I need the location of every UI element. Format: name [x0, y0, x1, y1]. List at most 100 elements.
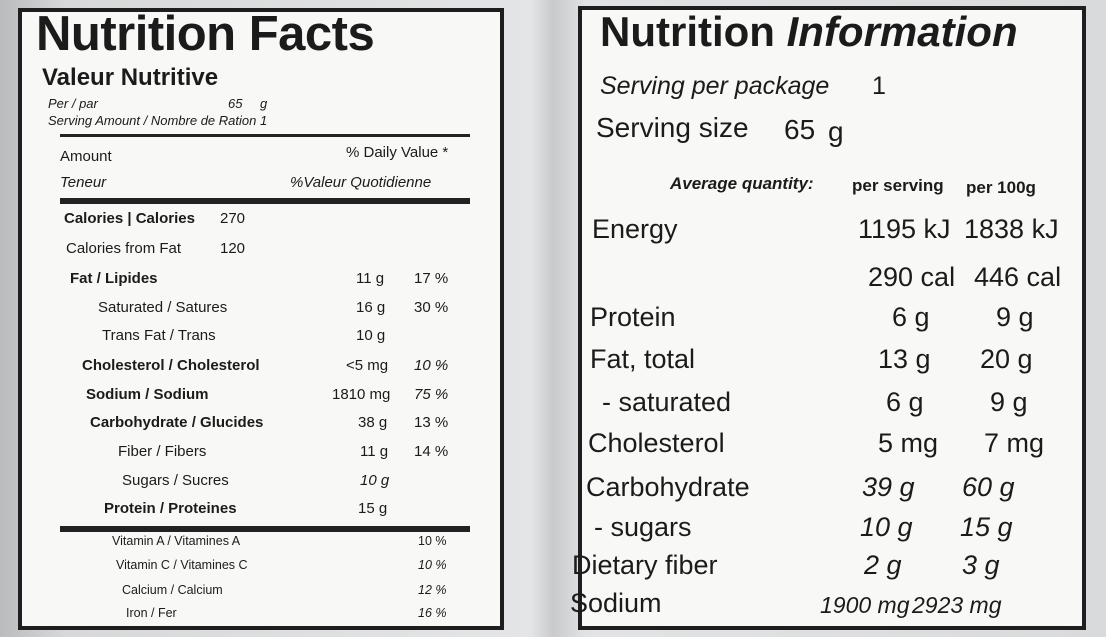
nutrient-label: Protein / Proteines: [104, 500, 237, 517]
nutrient-pct: 14 %: [414, 443, 449, 460]
calories-label: Calories | Calories: [64, 210, 195, 227]
nutrient-row: - saturated 6 g 9 g: [582, 387, 1082, 427]
nutrient-label: Cholesterol: [588, 428, 725, 458]
vitamin-label: Vitamin A / Vitamines A: [112, 534, 241, 548]
nutrient-row: Saturated / Satures 16 g 30 %: [22, 299, 502, 325]
amount-header: Amount: [60, 148, 112, 165]
calories-from-fat-row: Calories from Fat 120: [22, 240, 502, 266]
nutrient-pct: 10 %: [414, 357, 449, 374]
vitamin-pct: 10 %: [418, 558, 447, 572]
nutrient-label: Trans Fat / Trans: [102, 327, 216, 344]
per-serving-value: 39 g: [862, 472, 915, 502]
nutrient-row: - sugars 10 g 15 g: [582, 512, 1082, 552]
per-serving-value: 6 g: [892, 302, 930, 332]
nutrient-label: Cholesterol / Cholesterol: [82, 357, 260, 374]
title-word-nutrition: Nutrition: [600, 8, 775, 55]
serving-line: Serving Amount / Nombre de Ration 1: [48, 113, 268, 128]
per-100g-header: per 100g: [966, 178, 1036, 197]
per-label: Per / par: [48, 96, 98, 111]
nutrient-amount: 10 g: [356, 327, 386, 344]
vitamin-pct: 12 %: [418, 583, 447, 597]
nutrient-amount: 16 g: [356, 299, 386, 316]
thick-divider: [60, 526, 470, 532]
nutrient-amount: 1810 mg: [332, 386, 391, 403]
teneur-header: Teneur: [60, 174, 107, 191]
nutrient-label: - sugars: [594, 512, 692, 542]
calories-row: Calories | Calories 270: [22, 210, 502, 236]
nutrient-label: Protein: [590, 302, 676, 332]
nutrition-information-title: Nutrition Information: [600, 8, 1018, 56]
nutrient-row: Sodium 1900 mg 2923 mg: [570, 588, 1082, 628]
nutrient-row: Trans Fat / Trans 10 g: [22, 327, 502, 353]
calories-value: 270: [220, 210, 246, 227]
nutrient-pct: 13 %: [414, 414, 449, 431]
nutrient-amount: 38 g: [358, 414, 388, 431]
per-100g-value: 9 g: [990, 387, 1028, 417]
nutrient-row: Cholesterol 5 mg 7 mg: [582, 428, 1082, 468]
vitamin-row: Calcium / Calcium 12 %: [22, 583, 502, 605]
nutrition-facts-title: Nutrition Facts: [36, 7, 375, 61]
nutrient-amount: 10 g: [360, 472, 390, 489]
per-100g-value: 60 g: [962, 472, 1015, 502]
nutrient-row: Dietary fiber 2 g 3 g: [572, 550, 1082, 590]
per-100g-value: 7 mg: [984, 428, 1045, 458]
per-unit: g: [260, 96, 268, 111]
per-100g-value: 446 cal: [974, 262, 1062, 292]
nutrient-label: Saturated / Satures: [98, 299, 228, 316]
per-serving-value: 10 g: [860, 512, 913, 542]
fat-calories-value: 120: [220, 240, 246, 257]
vitamin-row: Vitamin C / Vitamines C 10 %: [22, 558, 502, 580]
nutrient-row: Protein 6 g 9 g: [582, 302, 1082, 342]
nutrient-row: Fat / Lipides 11 g 17 %: [22, 270, 502, 296]
nutrient-row: Sodium / Sodium 1810 mg 75 %: [22, 386, 502, 412]
nutrient-amount: 11 g: [356, 270, 385, 287]
per-serving-value: 5 mg: [878, 428, 939, 458]
per-100g-value: 15 g: [960, 512, 1013, 542]
nutrient-label: Carbohydrate: [586, 472, 750, 502]
nutrient-label: Dietary fiber: [572, 550, 718, 580]
nutrient-label: Sodium / Sodium: [86, 386, 209, 403]
nutrient-label: Fat / Lipides: [70, 270, 158, 287]
vitamin-label: Calcium / Calcium: [122, 583, 223, 597]
valeur-quotidienne-header: %Valeur Quotidienne: [290, 174, 432, 191]
vitamin-pct: 16 %: [418, 606, 447, 620]
nutrient-label: Sugars / Sucres: [122, 472, 229, 489]
nutrient-amount: <5 mg: [346, 357, 389, 374]
per-100g-value: 3 g: [962, 550, 1000, 580]
per-serving-value: 2 g: [864, 550, 902, 580]
nutrition-information-panel: Nutrition Information Serving per packag…: [570, 6, 1086, 630]
serving-size-label: Serving size: [596, 112, 749, 143]
divider-line: [60, 134, 470, 137]
daily-value-header: % Daily Value *: [346, 144, 449, 161]
nutrient-row: Energy 1195 kJ 1838 kJ: [582, 214, 1082, 254]
per-100g-value: 20 g: [980, 344, 1033, 374]
per-serving-value: 1900 mg: [820, 592, 910, 618]
nutrient-label: - saturated: [602, 387, 732, 417]
nutrient-row: Carbohydrate / Glucides 38 g 13 %: [22, 414, 502, 440]
nutrient-row: Sugars / Sucres 10 g: [22, 472, 502, 498]
nutrient-amount: 15 g: [358, 500, 388, 517]
per-serving-value: 13 g: [878, 344, 931, 374]
nutrient-row: 290 cal 446 cal: [582, 262, 1082, 302]
per-serving-header: per serving: [852, 176, 944, 195]
nutrient-pct: 30 %: [414, 299, 449, 316]
vitamin-label: Iron / Fer: [126, 606, 177, 620]
nutrient-label: Fiber / Fibers: [118, 443, 207, 460]
vitamin-row: Iron / Fer 16 %: [22, 606, 502, 628]
nutrient-label: Fat, total: [590, 344, 696, 374]
per-serving-value: 6 g: [886, 387, 924, 417]
servings-value: 1: [872, 72, 886, 100]
nutrient-label: Sodium: [570, 588, 662, 618]
title-word-information: Information: [786, 8, 1018, 55]
vitamin-label: Vitamin C / Vitamines C: [116, 558, 248, 572]
per-100g-value: 2923 mg: [912, 592, 1002, 618]
average-quantity-label: Average quantity:: [670, 174, 814, 193]
vitamin-pct: 10 %: [418, 534, 447, 548]
per-100g-value: 1838 kJ: [964, 214, 1059, 244]
per-serving-value: 290 cal: [868, 262, 956, 292]
nutrition-facts-panel: Nutrition Facts Valeur Nutritive Per / p…: [18, 7, 504, 630]
nutrient-row: Fiber / Fibers 11 g 14 %: [22, 443, 502, 469]
nutrient-pct: 17 %: [414, 270, 449, 287]
nutrient-pct: 75 %: [414, 386, 449, 403]
serving-size-value: 65: [784, 114, 816, 145]
